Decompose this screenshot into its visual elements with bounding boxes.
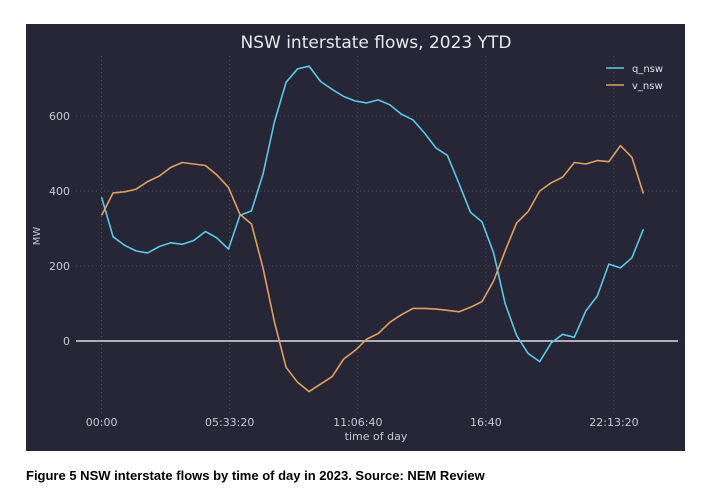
y-tick-label: 600 bbox=[49, 110, 70, 123]
x-tick-label: 22:13:20 bbox=[589, 416, 638, 429]
figure-caption: Figure 5 NSW interstate flows by time of… bbox=[26, 468, 485, 483]
legend-label-q_nsw: q_nsw bbox=[632, 64, 663, 75]
y-tick-label: 200 bbox=[49, 260, 70, 273]
x-tick-label: 05:33:20 bbox=[205, 416, 254, 429]
series-line-q_nsw bbox=[100, 65, 645, 363]
legend-label-v_nsw: v_nsw bbox=[632, 81, 663, 92]
chart-title: NSW interstate flows, 2023 YTD bbox=[240, 33, 511, 53]
chart-figure: NSW interstate flows, 2023 YTD MW time o… bbox=[26, 24, 685, 451]
line-chart: NSW interstate flows, 2023 YTD MW time o… bbox=[32, 33, 678, 443]
x-tick-label: 11:06:40 bbox=[333, 416, 382, 429]
y-tick-label: 0 bbox=[63, 335, 70, 348]
y-axis-label: MW bbox=[32, 227, 43, 246]
x-tick-label: 00:00 bbox=[86, 416, 118, 429]
x-tick-label: 16:40 bbox=[470, 416, 502, 429]
x-axis-label: time of day bbox=[345, 430, 408, 443]
y-tick-label: 400 bbox=[49, 185, 70, 198]
series-line-v_nsw bbox=[100, 144, 645, 393]
